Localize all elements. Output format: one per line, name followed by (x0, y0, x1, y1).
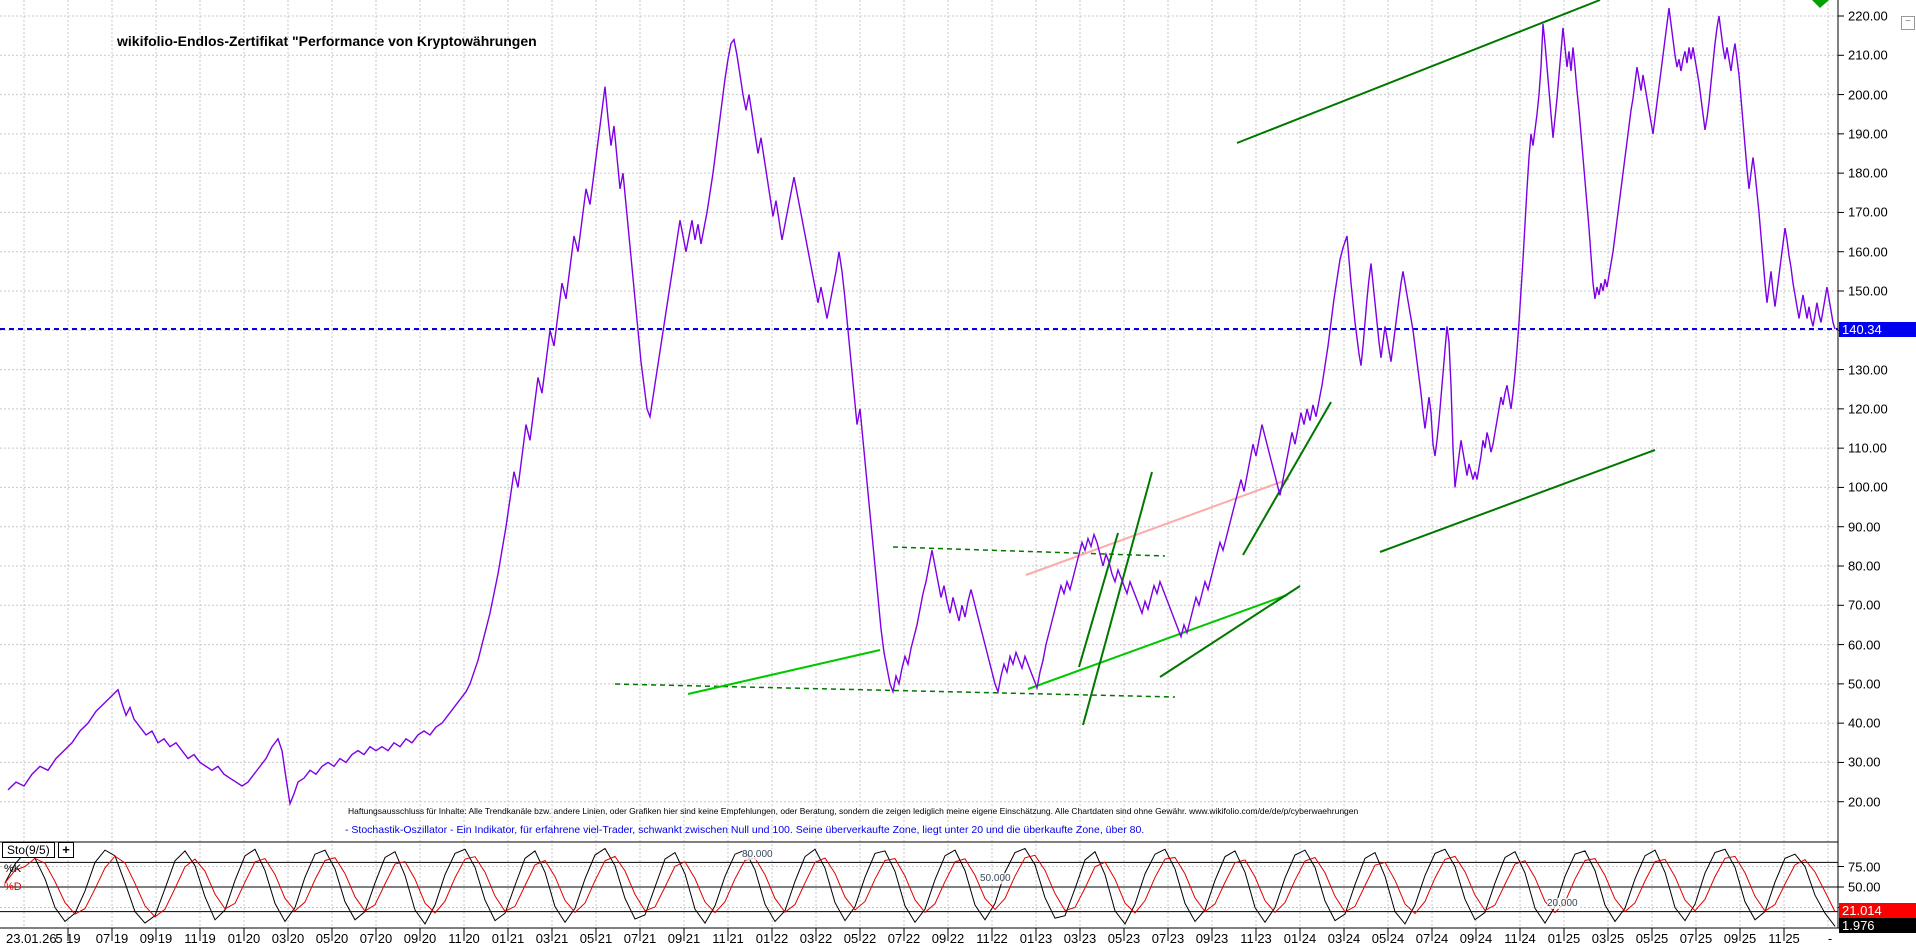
x-axis-label: 09 20 (403, 931, 437, 946)
y-axis-label: 200.00 (1848, 87, 1888, 103)
y-axis-label: 150.00 (1848, 283, 1888, 299)
x-axis-label: 01 24 (1283, 931, 1317, 946)
x-axis-label: 07 19 (95, 931, 129, 946)
steep-line-2024 (1242, 401, 1332, 556)
stochastic-d-line (4, 854, 1836, 918)
x-axis-label: 03 21 (535, 931, 569, 946)
x-axis-label: 09 19 (139, 931, 173, 946)
salmon-trendline (1025, 478, 1290, 576)
x-axis-label: 05 23 (1107, 931, 1141, 946)
last-price-tag: 140.34 (1839, 322, 1916, 337)
x-axis-start-date: 23.01.26 (6, 931, 57, 946)
percent-d-label: %D (4, 881, 22, 893)
x-axis-label: 09 21 (667, 931, 701, 946)
x-axis-label: 05 24 (1371, 931, 1405, 946)
steep-channel-b (1082, 471, 1153, 726)
x-axis-end-dash: - (1827, 931, 1833, 946)
x-axis-label: 05 21 (579, 931, 613, 946)
price-line (7, 8, 1836, 807)
y-axis-label: 210.00 (1848, 47, 1888, 63)
y-axis-label: 100.00 (1848, 479, 1888, 495)
x-axis-label: 03 22 (799, 931, 833, 946)
y-axis-label: 40.00 (1848, 715, 1881, 731)
x-axis-label: 01 25 (1547, 931, 1581, 946)
bright-green-support-long (1027, 594, 1288, 690)
stochastic-description: - Stochastik-Oszillator - Ein Indikator,… (345, 824, 1145, 836)
y-axis-label: 60.00 (1848, 637, 1881, 653)
oscillator-scale-label: 75.00 (1848, 859, 1881, 874)
mid-trendline (1159, 585, 1301, 678)
chart-title: wikifolio-Endlos-Zertifikat "Performance… (117, 33, 537, 49)
y-axis-label: 30.00 (1848, 754, 1881, 770)
oscillator-band-label: 20.000 (1547, 898, 1578, 909)
y-axis-label: 110.00 (1848, 440, 1887, 456)
steep-channel-a (1078, 532, 1119, 668)
y-axis-label: 160.00 (1848, 244, 1888, 260)
x-axis-label: 5 19 (55, 931, 81, 946)
x-axis-label: 03 24 (1327, 931, 1361, 946)
x-axis-label: 09 25 (1723, 931, 1757, 946)
green-arrow-marker (1812, 0, 1829, 8)
stochastic-d-value-tag: 21.014 (1839, 903, 1916, 918)
x-axis-label: 05 20 (315, 931, 349, 946)
x-axis-label: 11 25 (1768, 931, 1800, 946)
percent-k-label: %K (4, 863, 22, 875)
x-axis-label: 09 22 (931, 931, 965, 946)
y-axis-label: 190.00 (1848, 126, 1888, 142)
x-axis-label: 01 20 (227, 931, 261, 946)
oscillator-scale-label: 50.00 (1848, 879, 1881, 895)
x-axis-label: 07 22 (887, 931, 921, 946)
oscillator-band-label: 50.000 (980, 873, 1011, 884)
x-axis-label: 05 22 (843, 931, 877, 946)
x-axis-label: 11 19 (184, 931, 216, 946)
upper-channel-line (1236, 0, 1601, 144)
stochastic-k-value-tag: 1.976 (1839, 918, 1916, 933)
oscillator-band-label: 80.000 (742, 849, 773, 860)
x-axis-label: 03 20 (271, 931, 305, 946)
x-axis-label: 07 23 (1151, 931, 1185, 946)
y-axis-label: 180.00 (1848, 165, 1888, 181)
lower-channel-line (1379, 449, 1656, 553)
x-axis-label: 03 25 (1591, 931, 1625, 946)
x-axis-label: 11 23 (1240, 931, 1272, 946)
x-axis-label: 11 20 (448, 931, 480, 946)
x-axis-label: 09 23 (1195, 931, 1229, 946)
bright-green-support-short (687, 649, 881, 695)
x-axis-label: 11 24 (1504, 931, 1536, 946)
x-axis-label: 07 24 (1415, 931, 1449, 946)
x-axis-label: 09 24 (1459, 931, 1493, 946)
y-axis-label: 130.00 (1848, 362, 1888, 378)
x-axis-label: 01 23 (1019, 931, 1053, 946)
x-axis-label: 11 21 (712, 931, 744, 946)
x-axis-label: 07 25 (1679, 931, 1713, 946)
support-dashed-line (614, 683, 1176, 698)
x-axis-label: 01 21 (491, 931, 525, 946)
y-axis-label: 220.00 (1848, 8, 1888, 24)
stochastic-k-line (4, 847, 1836, 927)
x-axis-label: 05 25 (1635, 931, 1669, 946)
y-axis-label: 120.00 (1848, 401, 1888, 417)
oscillator-name-label[interactable]: Sto(9/5) (2, 842, 55, 858)
x-axis-label: 01 22 (755, 931, 789, 946)
y-axis-label: 50.00 (1848, 676, 1881, 692)
oscillator-expand-button[interactable]: + (58, 842, 74, 858)
x-axis-label: 07 21 (623, 931, 657, 946)
y-axis-label: 80.00 (1848, 558, 1881, 574)
y-axis-label: 90.00 (1848, 519, 1881, 535)
x-axis-label: 11 22 (976, 931, 1008, 946)
minimize-icon[interactable]: − (1901, 16, 1915, 30)
disclaimer-text: Haftungsausschluss für Inhalte: Alle Tre… (348, 806, 1359, 816)
y-axis-label: 170.00 (1848, 204, 1888, 220)
y-axis-label: 20.00 (1848, 794, 1881, 810)
x-axis-label: 07 20 (359, 931, 393, 946)
resistance-dashed-line (892, 546, 1166, 557)
x-axis-label: 03 23 (1063, 931, 1097, 946)
y-axis-label: 70.00 (1848, 597, 1881, 613)
